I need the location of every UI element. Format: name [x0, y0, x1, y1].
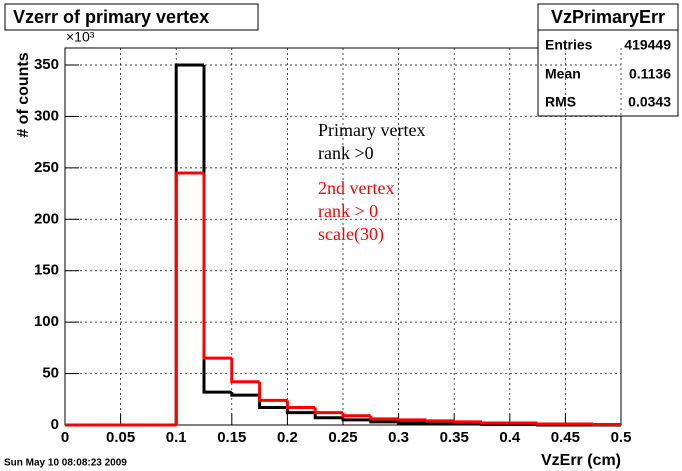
histogram-bin: [202, 173, 232, 360]
histogram-bin: [230, 358, 260, 384]
histogram-bin: [230, 392, 260, 397]
annotation: rank > 0: [318, 201, 378, 221]
annotation: Primary vertex: [318, 120, 425, 140]
stats-value: 0.0343: [628, 94, 671, 110]
annotation: rank >0: [318, 143, 374, 163]
histogram-bin: [369, 419, 399, 424]
histogram-bin: [174, 171, 204, 425]
x-tick-label: 0.3: [388, 429, 409, 446]
y-tick-label: 300: [34, 107, 59, 124]
stats-box: [537, 3, 679, 117]
x-tick-label: 0.1: [166, 429, 187, 446]
chart-title: Vzerr of primary vertex: [13, 7, 209, 27]
x-tick-label: 0.15: [217, 429, 246, 446]
annotation: 2nd vertex: [318, 178, 394, 198]
y-tick-label: 100: [34, 313, 59, 330]
histogram-bin: [480, 421, 510, 425]
x-tick-label: 0.2: [277, 429, 298, 446]
histogram-bin: [397, 421, 427, 425]
title-box: [4, 3, 259, 31]
stats-value: 0.1136: [629, 66, 671, 82]
y-tick-label: 150: [34, 262, 59, 279]
y-axis-label: # of counts: [15, 52, 32, 137]
histogram-bin: [285, 407, 316, 415]
histogram-bin: [397, 418, 427, 422]
histogram-bin: [424, 419, 455, 423]
histogram-bin: [285, 400, 316, 410]
x-tick-label: 0: [61, 429, 69, 446]
x-tick-label: 0.25: [328, 429, 357, 446]
stats-value: 419449: [624, 37, 671, 53]
histogram-bin: [536, 422, 566, 426]
y-tick-label: 50: [42, 365, 59, 382]
x-tick-label: 0.35: [440, 429, 469, 446]
x-tick-label: 0.45: [551, 429, 580, 446]
histogram-bin: [341, 412, 371, 418]
stats-label: Entries: [545, 37, 593, 53]
x-tick-label: 0.05: [106, 429, 135, 446]
stats-label: Mean: [545, 66, 581, 82]
histogram-bin: [313, 412, 343, 420]
x-tick-label: 0.5: [611, 429, 632, 446]
timestamp: Sun May 10 08:08:23 2009: [4, 458, 127, 469]
y-tick-label: 0: [51, 416, 59, 433]
histogram-bin: [424, 422, 455, 426]
y-multiplier: ×10³: [66, 29, 95, 45]
histogram-bin: [452, 420, 482, 424]
x-tick-label: 0.4: [499, 429, 521, 446]
frame: [64, 47, 622, 426]
histogram-bin: [369, 415, 399, 421]
histogram-bin: [591, 422, 621, 426]
histogram-bin: [313, 407, 343, 415]
stats-title: VzPrimaryErr: [551, 7, 665, 27]
y-tick-label: 250: [34, 159, 59, 176]
histogram-bin: [341, 417, 371, 422]
stats-label: RMS: [545, 94, 576, 110]
x-axis-label: VzErr (cm): [541, 452, 621, 469]
y-tick-label: 350: [34, 56, 59, 73]
histogram-bin: [258, 381, 288, 402]
annotation: scale(30): [318, 224, 384, 245]
y-tick-label: 200: [34, 210, 59, 227]
